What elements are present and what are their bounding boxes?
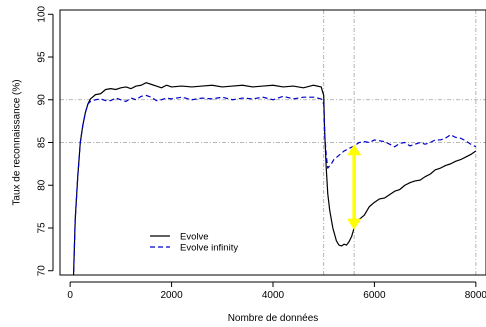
y-tick-label-2: 80 [37, 179, 48, 191]
series-line-1 [72, 94, 477, 275]
reference-lines [60, 10, 486, 275]
legend-label-0: Evolve [180, 232, 209, 243]
legend-label-1: Evolve infinity [180, 243, 238, 254]
y-tick-label-3: 85 [37, 137, 48, 149]
double-arrow-annotation [347, 144, 362, 230]
y-tick-label-0: 70 [37, 265, 48, 277]
x-tick-label-2: 4000 [262, 290, 285, 301]
y-tick-label-4: 90 [37, 94, 48, 106]
x-tick-label-3: 6000 [363, 290, 386, 301]
axes: 0 2000 4000 6000 8000 70 75 80 85 90 95 100 [37, 5, 486, 301]
x-tick-label-1: 2000 [160, 290, 183, 301]
y-tick-label-6: 100 [37, 5, 48, 22]
series-line-0 [72, 82, 477, 275]
y-tick-label-5: 95 [37, 51, 48, 63]
series-lines [72, 82, 477, 275]
plot-frame [59, 9, 486, 276]
y-tick-label-1: 75 [37, 222, 48, 234]
x-axis-label: Nombre de données [228, 313, 319, 324]
y-axis-label: Taux de reconnaissance (%) [12, 79, 23, 205]
x-tick-label-0: 0 [67, 290, 73, 301]
x-tick-label-4: 8000 [465, 290, 486, 301]
annotations [347, 144, 362, 230]
